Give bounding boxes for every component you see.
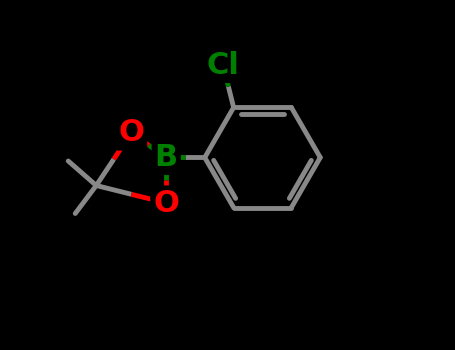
Text: O: O: [118, 119, 144, 147]
Text: O: O: [153, 189, 179, 217]
Text: Cl: Cl: [207, 51, 240, 80]
Text: B: B: [155, 143, 178, 172]
